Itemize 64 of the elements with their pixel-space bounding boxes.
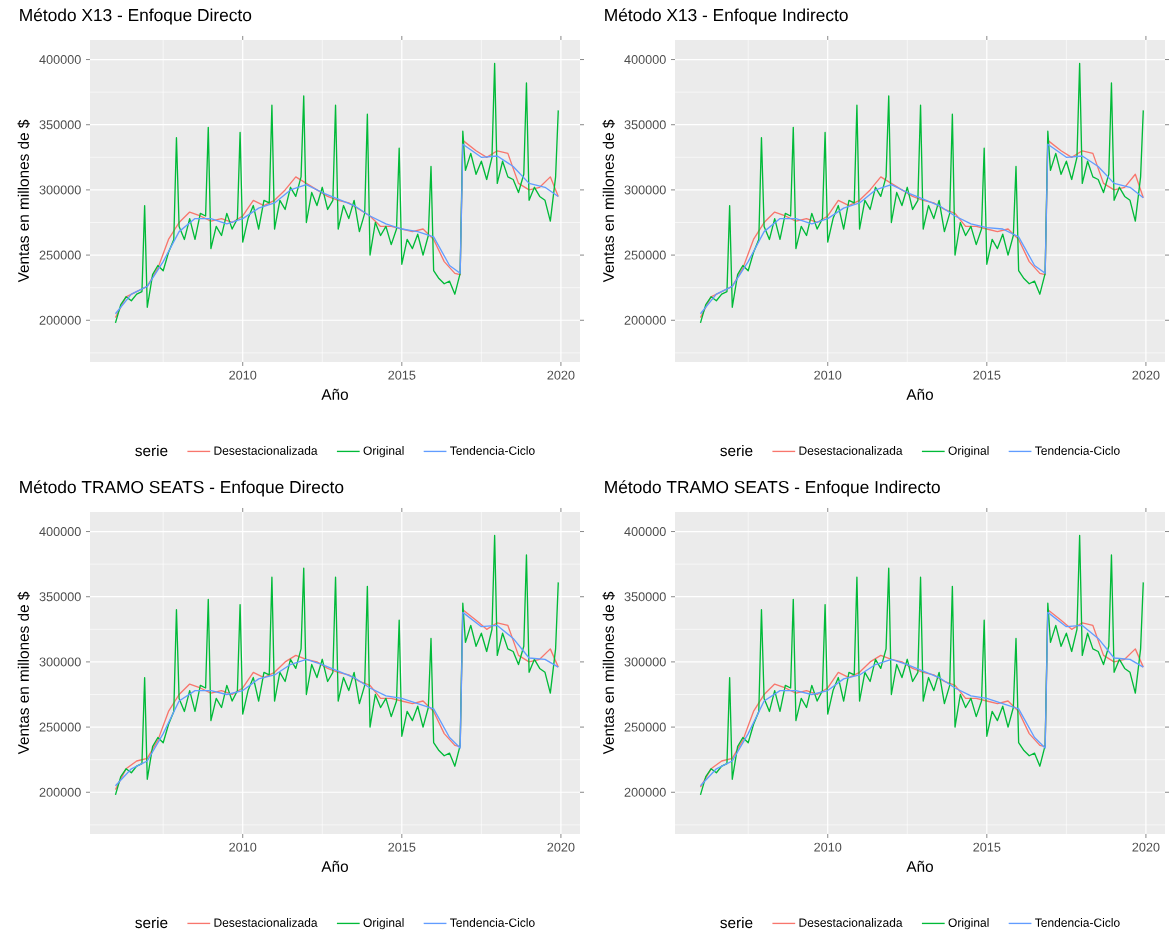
y-tick-label: 250000 bbox=[624, 722, 666, 732]
legend-label: Desestacionalizada bbox=[214, 445, 318, 455]
legend-label: Desestacionalizada bbox=[799, 445, 903, 455]
y-tick-label: 400000 bbox=[39, 54, 81, 64]
y-tick-label: 250000 bbox=[624, 250, 666, 260]
y-tick-label: 400000 bbox=[624, 526, 666, 536]
x-axis-title: Año bbox=[906, 860, 933, 872]
legend-label: Original bbox=[948, 917, 989, 930]
y-tick-label: 200000 bbox=[39, 787, 81, 797]
legend-title: serie bbox=[135, 444, 168, 456]
y-axis-title: Ventas en millones de $ bbox=[17, 591, 30, 755]
legend-label: Tendencia-Ciclo bbox=[450, 445, 535, 455]
chart-title: Método TRAMO SEATS - Enfoque Directo bbox=[20, 480, 344, 497]
y-axis-title: Ventas en millones de $ bbox=[602, 591, 615, 755]
legend-label: Original bbox=[363, 917, 404, 930]
y-tick-label: 300000 bbox=[39, 657, 81, 667]
line-series bbox=[699, 62, 1144, 324]
y-tick-label: 350000 bbox=[624, 120, 666, 130]
x-tick-label: 2020 bbox=[547, 370, 575, 380]
x-tick-label: 2015 bbox=[973, 370, 1001, 380]
chart-title: Método X13 - Enfoque Directo bbox=[20, 8, 252, 25]
y-axis-title: Ventas en millones de $ bbox=[602, 119, 615, 283]
x-tick-label: 2015 bbox=[388, 842, 416, 852]
line-series bbox=[114, 534, 559, 796]
x-tick-label: 2020 bbox=[547, 842, 575, 852]
x-tick-label: 2010 bbox=[814, 842, 842, 852]
y-tick-label: 300000 bbox=[624, 657, 666, 667]
y-tick-label: 400000 bbox=[624, 54, 666, 64]
y-tick-label: 350000 bbox=[39, 592, 81, 602]
x-tick-label: 2010 bbox=[814, 370, 842, 380]
chart-title: Método X13 - Enfoque Indirecto bbox=[605, 8, 848, 25]
legend-label: Desestacionalizada bbox=[799, 917, 903, 927]
y-tick-label: 400000 bbox=[39, 526, 81, 536]
y-tick-label: 250000 bbox=[39, 722, 81, 732]
legend-label: Desestacionalizada bbox=[214, 917, 318, 927]
x-tick-label: 2020 bbox=[1132, 842, 1160, 852]
x-tick-label: 2010 bbox=[229, 370, 257, 380]
x-tick-label: 2010 bbox=[229, 842, 257, 852]
legend-label: Tendencia-Ciclo bbox=[450, 917, 535, 927]
y-tick-label: 200000 bbox=[39, 315, 81, 325]
y-tick-label: 350000 bbox=[624, 592, 666, 602]
legend-label: Tendencia-Ciclo bbox=[1035, 445, 1120, 455]
x-axis-title: Año bbox=[321, 388, 348, 400]
legend-title: serie bbox=[135, 916, 168, 928]
line-series bbox=[114, 62, 559, 324]
x-tick-label: 2015 bbox=[973, 842, 1001, 852]
y-tick-label: 300000 bbox=[624, 185, 666, 195]
y-tick-label: 200000 bbox=[624, 315, 666, 325]
x-tick-label: 2020 bbox=[1132, 370, 1160, 380]
chart-title: Método TRAMO SEATS - Enfoque Indirecto bbox=[605, 480, 940, 497]
legend-title: serie bbox=[720, 916, 753, 928]
legend-label: Original bbox=[948, 445, 989, 458]
line-series bbox=[699, 534, 1144, 796]
legend-label: Tendencia-Ciclo bbox=[1035, 917, 1120, 927]
y-axis-title: Ventas en millones de $ bbox=[17, 119, 30, 283]
y-tick-label: 250000 bbox=[39, 250, 81, 260]
y-tick-label: 300000 bbox=[39, 185, 81, 195]
x-axis-title: Año bbox=[906, 388, 933, 400]
y-tick-label: 350000 bbox=[39, 120, 81, 130]
legend-title: serie bbox=[720, 444, 753, 456]
y-tick-label: 200000 bbox=[624, 787, 666, 797]
legend-label: Original bbox=[363, 445, 404, 458]
x-axis-title: Año bbox=[321, 860, 348, 872]
x-tick-label: 2015 bbox=[388, 370, 416, 380]
